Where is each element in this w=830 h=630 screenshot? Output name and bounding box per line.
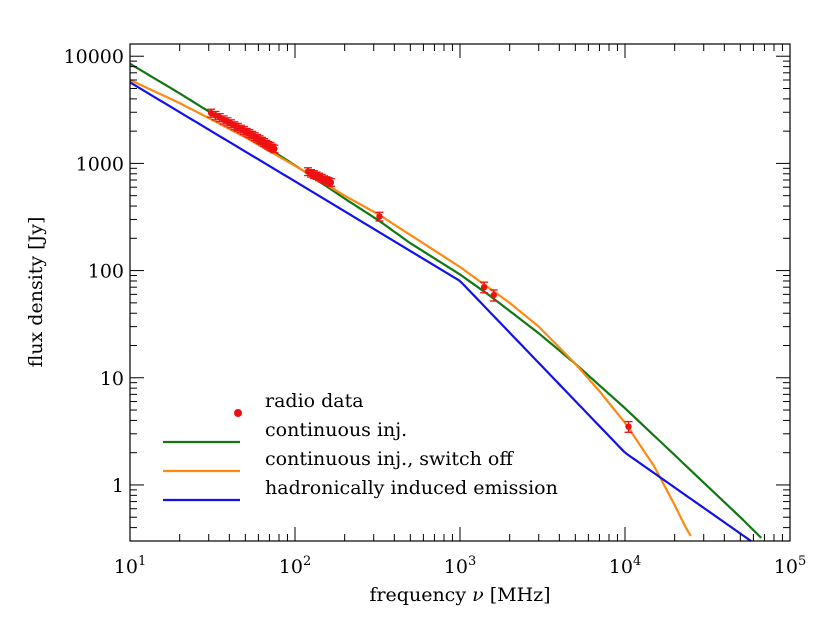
data-point <box>489 289 498 302</box>
data-point <box>270 144 279 154</box>
y-tick-label: 1 <box>112 475 124 497</box>
series-line-hadronically-induced-emission <box>130 81 752 541</box>
point-marker <box>480 283 488 291</box>
y-tick-label: 100 <box>88 261 124 283</box>
x-tick-label: 102 <box>279 554 311 578</box>
tick-labels: 101 102 103 104 105 1 10 100 1000 10000 <box>64 46 807 578</box>
legend-marker-radio-data <box>234 409 242 417</box>
data-point <box>375 211 384 222</box>
y-tick-label: 10000 <box>64 46 124 68</box>
series-line-continuous-inj-switch-off <box>130 78 692 537</box>
legend: radio data continuous inj. continuous inj.… <box>163 390 558 502</box>
x-tick-label: 104 <box>609 554 641 578</box>
data-point <box>326 178 335 188</box>
x-tick-label: 103 <box>444 554 476 578</box>
data-point <box>480 281 489 294</box>
data-point <box>624 420 633 433</box>
point-marker <box>327 179 335 186</box>
radio-data-points <box>207 108 633 433</box>
x-axis-label: frequency ν [MHz] <box>369 584 550 606</box>
legend-label-continuous-inj: continuous inj. <box>265 419 407 441</box>
point-marker <box>271 145 278 152</box>
y-tick-label: 10 <box>100 368 124 390</box>
point-marker <box>376 213 383 220</box>
y-axis-label: flux density [Jy] <box>25 217 47 368</box>
x-tick-label: 101 <box>114 554 146 578</box>
point-marker <box>490 291 497 299</box>
point-marker <box>625 423 632 430</box>
x-tick-label: 105 <box>774 554 806 578</box>
legend-label-radio-data: radio data <box>265 390 364 412</box>
y-tick-label: 1000 <box>76 153 124 175</box>
plot-frame <box>129 43 791 542</box>
legend-label-hadronically-induced-emission: hadronically induced emission <box>265 477 558 499</box>
legend-label-continuous-inj-switch-off: continuous inj., switch off <box>265 448 514 470</box>
